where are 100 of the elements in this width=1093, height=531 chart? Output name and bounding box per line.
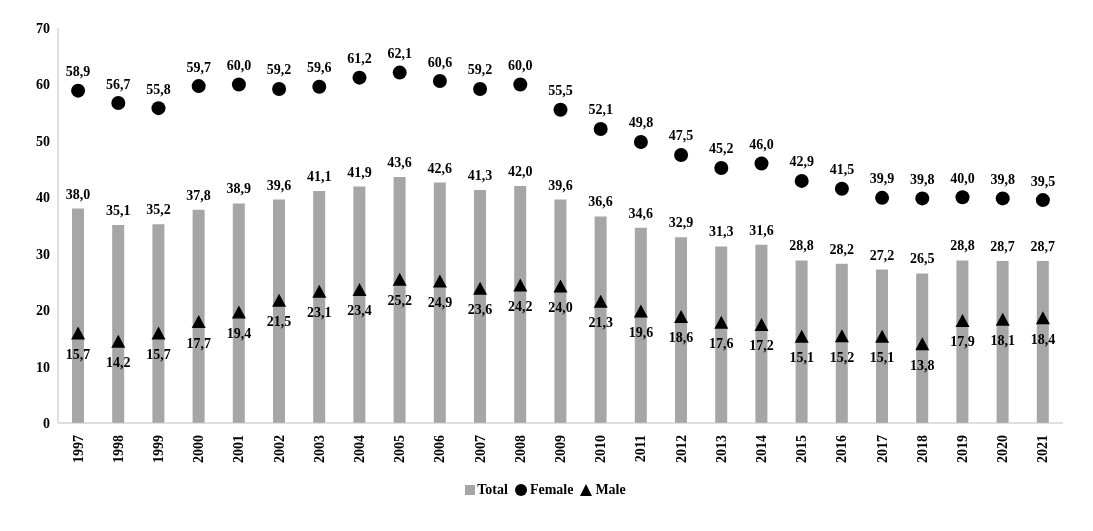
data-label: 39,6 <box>266 177 292 193</box>
data-label: 23,4 <box>347 303 372 319</box>
data-label: 17,2 <box>749 338 774 354</box>
data-label: 18,6 <box>668 330 694 346</box>
data-label: 28,7 <box>990 239 1015 255</box>
data-label: 19,6 <box>628 324 654 340</box>
data-label: 21,5 <box>266 314 292 330</box>
point <box>674 147 689 162</box>
data-label: 41,9 <box>347 164 372 180</box>
point <box>71 326 86 340</box>
data-label: 15,1 <box>789 350 814 366</box>
data-label: 60,0 <box>226 57 252 73</box>
point <box>111 334 126 348</box>
x-tick-label: 2008 <box>512 435 528 463</box>
x-tick-label: 2018 <box>914 435 930 463</box>
point <box>834 181 849 196</box>
x-tick-label: 1999 <box>151 435 166 463</box>
data-label: 39,6 <box>548 177 573 193</box>
point <box>714 160 729 175</box>
data-label: 17,9 <box>950 334 975 350</box>
data-label: 42,9 <box>789 154 814 170</box>
data-label: 28,8 <box>950 238 975 254</box>
x-tick-label: 2019 <box>955 435 970 463</box>
point <box>794 329 809 343</box>
point <box>71 83 86 98</box>
data-label: 28,2 <box>829 241 855 257</box>
point <box>593 122 608 137</box>
point <box>754 156 769 171</box>
x-tick-label: 2016 <box>834 435 850 463</box>
data-label: 43,6 <box>387 154 412 170</box>
point <box>312 79 327 94</box>
point <box>272 293 287 307</box>
point <box>553 279 568 293</box>
x-tick-label: 2010 <box>593 435 609 463</box>
data-label: 13,8 <box>910 357 935 373</box>
point <box>593 294 608 308</box>
point <box>1035 193 1050 208</box>
point <box>513 278 528 292</box>
x-tick-label: 2000 <box>191 435 207 463</box>
point <box>312 284 327 298</box>
data-label: 42,0 <box>507 164 533 179</box>
data-label: 55,8 <box>146 81 171 97</box>
point <box>513 77 528 92</box>
data-label: 37,8 <box>186 187 211 203</box>
x-tick-label: 2001 <box>231 435 247 463</box>
point <box>111 96 126 111</box>
point <box>714 315 729 329</box>
data-label: 23,1 <box>307 305 332 321</box>
point <box>473 281 488 295</box>
data-label: 38,0 <box>65 186 91 202</box>
data-label: 62,1 <box>387 46 412 62</box>
data-label: 28,8 <box>789 238 814 254</box>
legend-label: Male <box>595 482 626 498</box>
x-tick-label: 2012 <box>673 435 689 463</box>
data-label: 56,7 <box>106 76 131 92</box>
y-tick-label: 40 <box>36 190 50 206</box>
point <box>553 102 568 117</box>
x-tick-label: 2003 <box>311 435 327 463</box>
data-label: 46,0 <box>749 136 774 152</box>
data-label: 45,2 <box>709 141 734 157</box>
data-label: 59,2 <box>266 62 292 78</box>
x-tick-label: 2002 <box>271 435 287 463</box>
data-label: 15,7 <box>65 346 91 362</box>
point <box>392 272 407 286</box>
point <box>151 326 166 340</box>
point <box>473 81 488 96</box>
point <box>633 134 648 149</box>
x-tick-label: 1997 <box>70 435 86 463</box>
data-label: 28,7 <box>1030 239 1056 255</box>
data-label: 31,6 <box>749 222 774 238</box>
data-label: 49,8 <box>628 115 654 131</box>
point <box>352 70 367 85</box>
x-tick-label: 2011 <box>633 435 649 463</box>
point <box>432 74 447 89</box>
x-tick-label: 2006 <box>432 435 448 463</box>
x-tick-label: 2009 <box>553 435 568 463</box>
y-tick-label: 60 <box>36 77 50 93</box>
data-label: 55,5 <box>548 83 573 99</box>
point <box>794 173 809 188</box>
point <box>151 101 166 116</box>
point <box>915 337 930 351</box>
data-label: 14,2 <box>106 355 131 371</box>
point <box>674 310 689 324</box>
point <box>191 79 206 94</box>
data-label: 35,1 <box>105 202 131 218</box>
legend-label: Total <box>477 482 508 498</box>
data-label: 34,6 <box>628 205 654 221</box>
data-label: 19,4 <box>226 325 252 341</box>
data-label: 24,9 <box>427 294 453 310</box>
x-tick-label: 2017 <box>874 435 890 463</box>
data-label: 15,7 <box>146 346 171 362</box>
x-tick-label: 2014 <box>754 435 769 463</box>
point <box>191 315 206 329</box>
data-label: 35,2 <box>146 202 171 218</box>
data-label: 61,2 <box>347 51 372 67</box>
data-label: 27,2 <box>869 247 895 263</box>
data-label: 17,6 <box>709 336 734 352</box>
data-label: 24,0 <box>548 300 573 316</box>
data-label: 42,6 <box>427 160 453 176</box>
data-label: 17,7 <box>186 335 211 351</box>
